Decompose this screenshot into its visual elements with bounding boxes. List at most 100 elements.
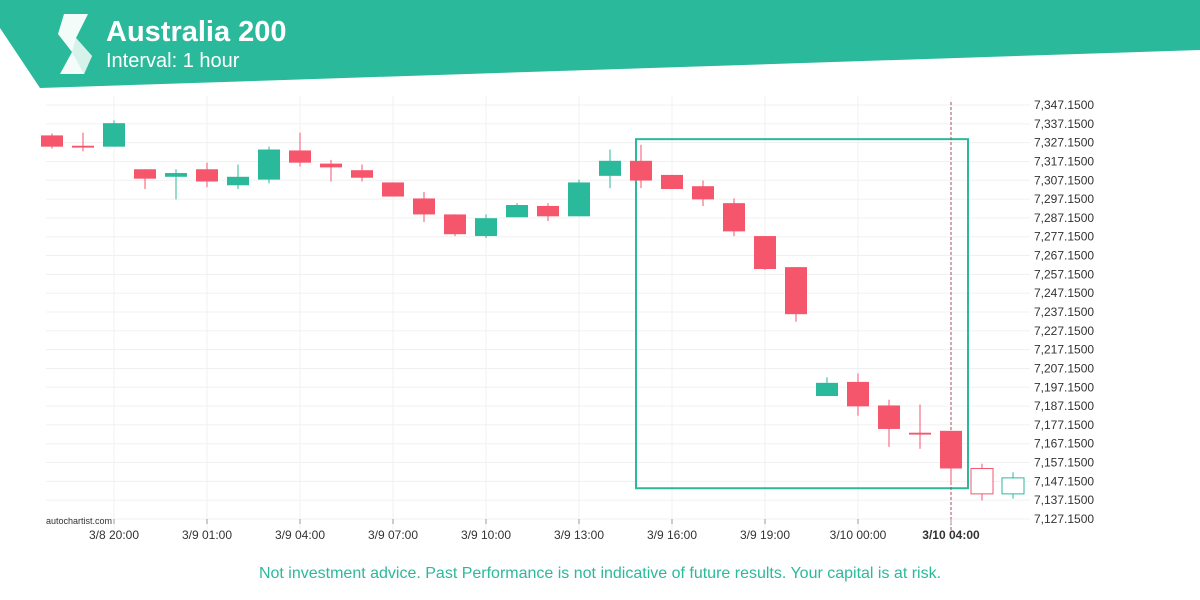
- y-tick-label: 7,257.1500: [1034, 267, 1094, 281]
- candle: [785, 267, 807, 322]
- candle: [661, 174, 683, 190]
- watermark: autochartist.com: [46, 516, 113, 526]
- candle-body: [940, 430, 962, 469]
- candle-body: [103, 123, 125, 147]
- page-subtitle: Interval: 1 hour: [106, 50, 240, 72]
- disclaimer: Not investment advice. Past Performance …: [258, 565, 942, 582]
- candle: [413, 191, 435, 222]
- candle-body: [847, 381, 869, 407]
- y-tick-label: 7,347.1500: [1034, 98, 1094, 112]
- candle: [227, 164, 249, 190]
- candle: [444, 214, 466, 237]
- candle: [754, 236, 776, 270]
- candle: [723, 198, 745, 237]
- candle-body: [320, 163, 342, 168]
- x-tick-label: 3/10 00:00: [830, 528, 887, 542]
- candle-body: [723, 203, 745, 232]
- x-tick-label: 3/9 10:00: [461, 528, 511, 542]
- candle-body: [599, 160, 621, 176]
- candles-layer: [41, 120, 1025, 501]
- candle: [692, 180, 714, 206]
- y-tick-label: 7,227.1500: [1034, 324, 1094, 338]
- candle: [134, 169, 156, 190]
- candle: [630, 144, 652, 189]
- candle: [940, 430, 962, 485]
- candle-body: [165, 173, 187, 177]
- candle-body: [692, 186, 714, 200]
- candle: [258, 146, 280, 184]
- candle: [475, 214, 497, 238]
- candle-body: [661, 174, 683, 190]
- candle: [289, 132, 311, 167]
- candle: [165, 169, 187, 200]
- y-tick-label: 7,147.1500: [1034, 474, 1094, 488]
- candle-body: [754, 236, 776, 270]
- candle: [1001, 472, 1025, 499]
- candle: [103, 120, 125, 147]
- candle-body: [878, 405, 900, 429]
- candle-body: [537, 205, 559, 217]
- candle-body: [568, 182, 590, 217]
- x-axis: 3/8 20:00 3/9 01:00 3/9 04:00 3/9 07:00 3/9 …: [89, 519, 980, 542]
- candle-body: [289, 150, 311, 163]
- pattern-box: [635, 138, 969, 490]
- candle-body: [351, 170, 373, 178]
- x-tick-label: 3/8 20:00: [89, 528, 139, 542]
- page-title: Australia 200: [106, 16, 287, 48]
- candle: [196, 162, 218, 188]
- candle: [816, 377, 838, 397]
- y-tick-label: 7,247.1500: [1034, 286, 1094, 300]
- candle: [382, 182, 404, 197]
- candle: [847, 373, 869, 416]
- autochartist-logo-icon: [58, 14, 92, 74]
- candle-body: [785, 267, 807, 315]
- y-tick-label: 7,197.1500: [1034, 380, 1094, 394]
- candle-body: [475, 218, 497, 237]
- y-tick-label: 7,327.1500: [1034, 136, 1094, 150]
- x-tick-label: 3/9 01:00: [182, 528, 232, 542]
- candle: [599, 149, 621, 189]
- y-axis: 7,347.1500 7,337.1500 7,327.1500 7,317.1500…: [1034, 98, 1094, 526]
- y-tick-label: 7,177.1500: [1034, 418, 1094, 432]
- candle-body-projected: [970, 467, 994, 495]
- candle: [970, 463, 994, 501]
- y-tick-label: 7,127.1500: [1034, 512, 1094, 526]
- y-tick-label: 7,207.1500: [1034, 361, 1094, 375]
- pattern-layer: [635, 102, 969, 530]
- candle: [351, 164, 373, 182]
- y-tick-label: 7,307.1500: [1034, 173, 1094, 187]
- candle: [537, 203, 559, 222]
- x-tick-label: 3/9 19:00: [740, 528, 790, 542]
- candle: [568, 179, 590, 217]
- candle: [72, 132, 94, 152]
- candle: [878, 399, 900, 447]
- x-tick-label: 3/9 04:00: [275, 528, 325, 542]
- candle-body: [41, 135, 63, 147]
- y-tick-label: 7,157.1500: [1034, 456, 1094, 470]
- candle-body: [816, 382, 838, 397]
- candle: [909, 404, 931, 449]
- candle-body: [630, 160, 652, 181]
- y-tick-label: 7,337.1500: [1034, 117, 1094, 131]
- header-banner: [0, 0, 1200, 88]
- x-tick-label: 3/9 16:00: [647, 528, 697, 542]
- candle: [506, 203, 528, 218]
- x-tick-label: 3/9 07:00: [368, 528, 418, 542]
- candle-body: [909, 432, 931, 435]
- y-tick-label: 7,267.1500: [1034, 249, 1094, 263]
- header-banner-shape: [0, 0, 1200, 88]
- y-tick-label: 7,217.1500: [1034, 343, 1094, 357]
- candle-body: [413, 198, 435, 215]
- candle: [320, 159, 342, 182]
- y-tick-label: 7,317.1500: [1034, 154, 1094, 168]
- candle-body: [506, 205, 528, 218]
- x-tick-label: 3/9 13:00: [554, 528, 604, 542]
- x-tick-label: 3/10 04:00: [922, 528, 980, 542]
- chart-grid: [46, 96, 1030, 530]
- y-tick-label: 7,187.1500: [1034, 399, 1094, 413]
- y-tick-label: 7,167.1500: [1034, 437, 1094, 451]
- y-tick-label: 7,287.1500: [1034, 211, 1094, 225]
- candle: [41, 133, 63, 149]
- candle-body: [196, 169, 218, 182]
